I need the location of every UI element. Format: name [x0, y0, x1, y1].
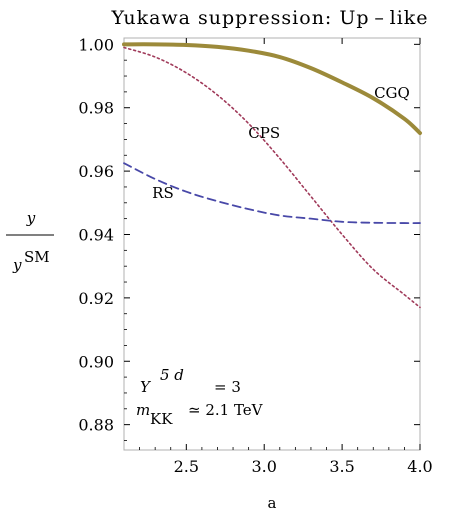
y-axis-ticks: 0.88 0.90 0.92 0.94 0.96 0.98 1.00 — [78, 35, 420, 441]
annotation-y5d-value: = 3 — [214, 378, 241, 396]
curve-label-cgq: CGQ — [374, 84, 410, 102]
x-tick-label: 4.0 — [407, 457, 432, 476]
x-tick-label: 2.5 — [174, 457, 199, 476]
y-tick-label: 0.92 — [78, 289, 114, 308]
curve-label-rs: RS — [152, 184, 174, 202]
annotation-y5d-sup: 5 d — [160, 366, 184, 384]
series-line-rs — [123, 162, 421, 225]
x-axis-label: a — [268, 494, 277, 512]
x-axis-ticks: 2.5 3.0 3.5 4.0 — [139, 38, 433, 476]
series-line-cps — [123, 46, 421, 309]
curve-labels: CGQ CPS RS — [152, 84, 410, 202]
series-lines — [122, 42, 422, 309]
x-tick-label: 3.0 — [251, 457, 276, 476]
y-tick-label: 0.96 — [78, 162, 114, 181]
y-axis-label: y y SM — [6, 209, 54, 274]
y-tick-label: 0.98 — [78, 99, 114, 118]
y-tick-label: 0.88 — [78, 416, 114, 435]
y-tick-label: 0.94 — [78, 225, 114, 244]
y-label-denominator-sup: SM — [24, 248, 50, 266]
curve-label-cps: CPS — [248, 124, 280, 142]
annotation-y5d-main: Y — [140, 378, 152, 396]
annotation-mkk-sub: KK — [150, 410, 173, 428]
annotation-mkk-value: ≃ 2.1 TeV — [188, 401, 264, 419]
parameter-annotation: Y 5 d = 3 m KK ≃ 2.1 TeV — [136, 366, 264, 428]
series-line-cgq — [122, 42, 422, 136]
plot-frame — [123, 37, 421, 451]
y-tick-label: 0.90 — [78, 352, 114, 371]
y-label-numerator: y — [26, 209, 36, 227]
x-tick-label: 3.5 — [329, 457, 354, 476]
y-tick-label: 1.00 — [78, 35, 114, 54]
y-label-denominator: y — [12, 256, 22, 274]
chart-title: Yukawa suppression: Up – like — [110, 7, 428, 29]
annotation-mkk-main: m — [136, 401, 150, 419]
